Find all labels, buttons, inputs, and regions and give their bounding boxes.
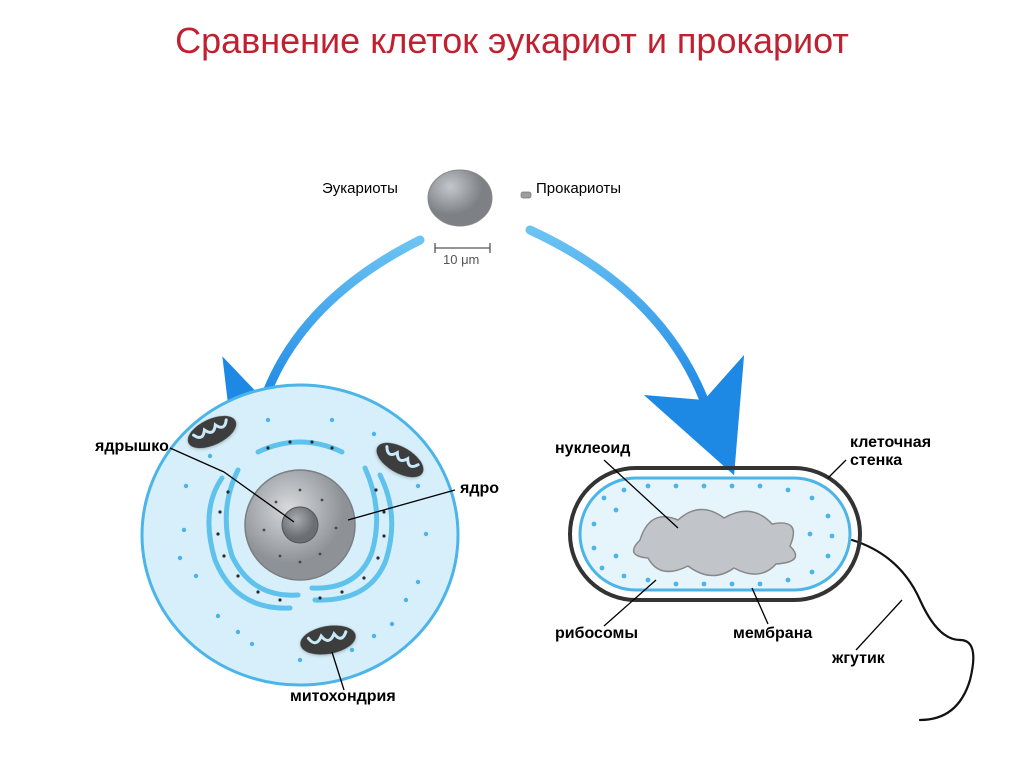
size-comparison <box>428 170 531 253</box>
prokaryote-cell <box>570 468 973 720</box>
arrows <box>264 230 704 400</box>
eukaryote-cell <box>142 385 458 685</box>
diagram-svg <box>0 0 1024 767</box>
